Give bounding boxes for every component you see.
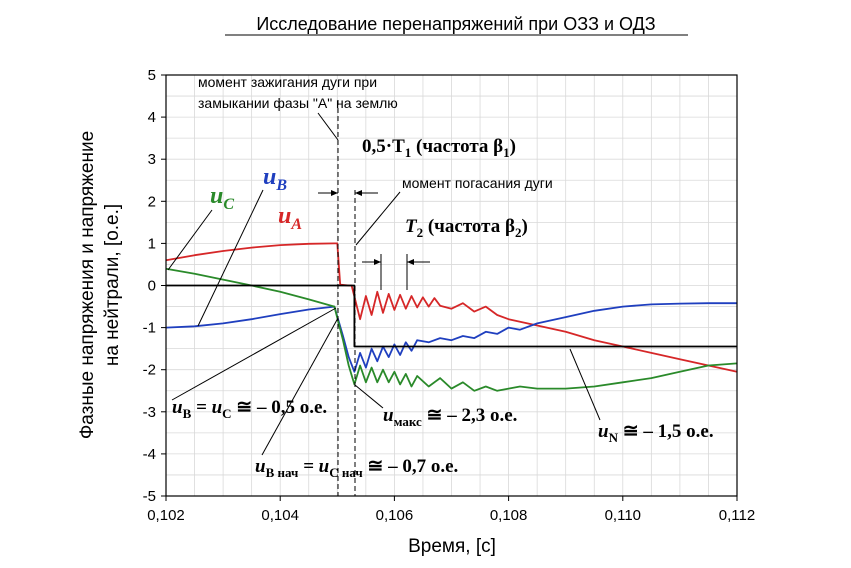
y-tick-label: -5 — [143, 488, 156, 505]
chart-title: Исследование перенапряжений при ОЗЗ и ОД… — [256, 14, 655, 34]
x-tick-label: 0,106 — [376, 507, 414, 524]
arc-extinction-text: момент погасания дуги — [402, 175, 553, 191]
x-tick-label: 0,112 — [719, 507, 755, 524]
eq-uB-uC-label: uB = uC ≅ – 0,5 о.е. — [172, 397, 327, 421]
half-T1-arrowhead-left — [331, 190, 338, 196]
y-tick-label: -3 — [143, 404, 156, 421]
series-label-uC: uC — [210, 183, 234, 213]
arc-ignition-leader — [317, 112, 339, 141]
series-label-uB: uB — [263, 164, 287, 194]
eq3-leader — [354, 384, 384, 409]
x-tick-label: 0,102 — [147, 507, 185, 524]
x-tick-label: 0,104 — [261, 507, 299, 524]
half-T1-label: 0,5·T1 (частота β1) — [362, 136, 516, 160]
arc-extinction-leader — [355, 191, 401, 246]
uB-leader — [197, 189, 264, 327]
x-axis-label: Время, [с] — [408, 536, 496, 557]
y-ticks: 5 4 3 2 1 0 -1 -2 -3 -4 -5 — [143, 67, 166, 505]
y-axis-label-line1: Фазные напряжения и напряжение — [77, 131, 98, 439]
T2-arrowhead-left — [374, 259, 381, 265]
y-tick-label: -1 — [143, 320, 156, 337]
eq4-leader — [569, 348, 601, 421]
y-tick-label: -2 — [143, 362, 156, 379]
eq2-leader — [261, 317, 339, 456]
uC-leader — [167, 209, 213, 271]
y-tick-label: 0 — [148, 278, 156, 295]
arc-ignition-text-1: момент зажигания дуги при — [198, 74, 377, 90]
series-label-uA: uA — [278, 203, 302, 233]
series-line-uN — [166, 284, 737, 348]
T2-label: T2 (частота β2) — [405, 216, 528, 240]
series-group — [165, 242, 738, 392]
x-ticks: 0,102 0,104 0,106 0,108 0,110 0,112 — [147, 496, 755, 524]
y-tick-label: -4 — [143, 446, 156, 463]
eq1-leader — [171, 307, 337, 401]
series-line-uC — [165, 267, 738, 392]
half-T1-arrowhead-right — [355, 190, 362, 196]
x-tick-label: 0,108 — [490, 507, 528, 524]
y-tick-label: 2 — [148, 193, 156, 210]
y-tick-label: 3 — [148, 151, 156, 168]
series-line-uA — [165, 242, 738, 373]
y-axis-label-line2: на нейтрали, [о.е.] — [102, 204, 123, 366]
eq-uBnach-label: uB нач = uC нач ≅ – 0,7 о.е. — [255, 456, 458, 480]
y-tick-label: 1 — [148, 235, 156, 252]
arc-ignition-text-2: замыкании фазы "А" на землю — [198, 95, 398, 111]
T2-arrowhead-right — [407, 259, 414, 265]
x-tick-label: 0,110 — [605, 507, 641, 524]
y-tick-label: 4 — [148, 109, 156, 126]
eq-umax-label: uмакс ≅ – 2,3 о.е. — [383, 405, 517, 429]
y-tick-label: 5 — [148, 67, 156, 84]
eq-uN-label: uN ≅ – 1,5 о.е. — [598, 421, 714, 445]
